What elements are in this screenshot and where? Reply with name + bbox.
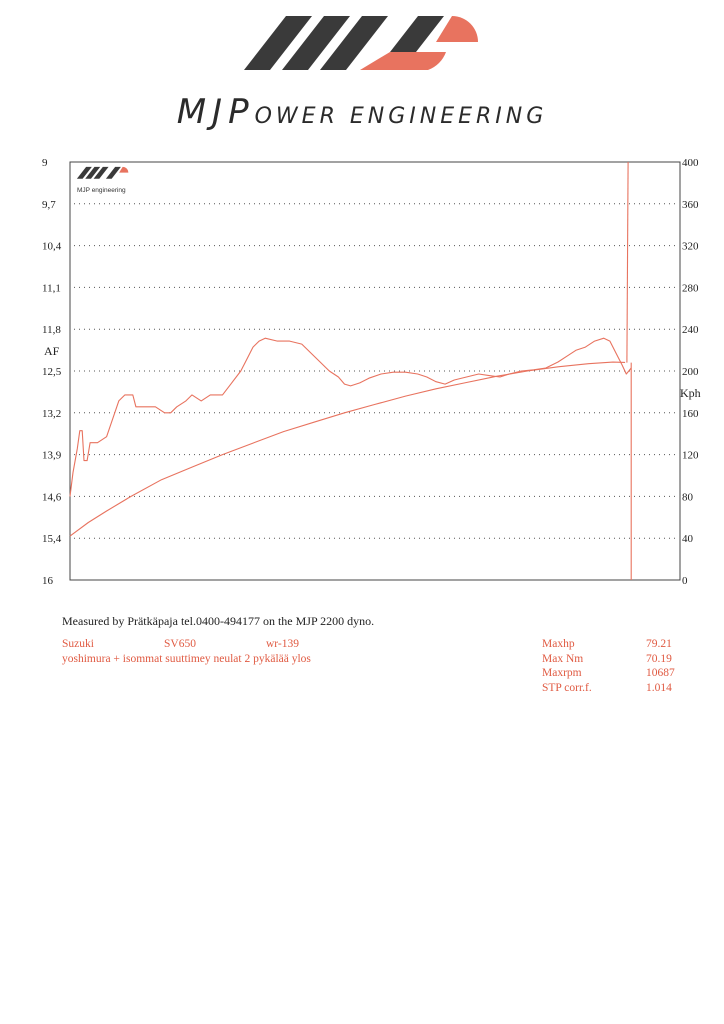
right-tick-label: 280 [682, 282, 699, 294]
right-tick-label: 240 [682, 324, 699, 336]
measured-by-text: Measured by Prätkäpaja tel.0400-494177 o… [62, 614, 375, 628]
series-line-2 [626, 161, 629, 363]
left-tick-label: 13,2 [42, 408, 61, 420]
right-tick-label: 40 [682, 533, 694, 545]
left-tick-label: 10,4 [42, 241, 62, 253]
result-row: Maxrpm 10687 [542, 667, 675, 679]
right-tick-label: 120 [682, 450, 699, 462]
results-table: Maxhp 79.21 Max Nm 70.19 Maxrpm 10687 STP c… [542, 638, 675, 696]
right-tick-label: 0 [682, 575, 688, 587]
result-row: Max Nm 70.19 [542, 652, 672, 665]
left-tick-label: 12,5 [42, 366, 62, 378]
vehicle-code: wr-139 [266, 638, 299, 650]
inset-logo-text: MJP engineering [77, 187, 126, 194]
left-axis-label: AF [44, 344, 60, 358]
vehicle-notes: yoshimura + isommat suuttimey neulat 2 p… [62, 652, 311, 665]
brand-wordmark: MJPOWER ENGINEERING [0, 92, 724, 132]
brand-initials: MJP [176, 92, 255, 132]
brand-rest-word: OWER ENGINEERING [254, 104, 548, 129]
right-tick-label: 200 [682, 366, 699, 378]
right-tick-label: 160 [682, 408, 699, 420]
right-tick-label: 360 [682, 199, 699, 211]
right-tick-label: 400 [682, 157, 699, 169]
right-axis-label: Kph [680, 386, 701, 400]
dyno-chart: 9 9,7 10,4 11,1 11,8 12,5 13,2 13,9 14,6 15,4 16 4… [42, 157, 701, 587]
vehicle-make: Suzuki [62, 638, 94, 650]
left-tick-label: 16 [42, 575, 54, 587]
left-tick-label: 11,1 [42, 282, 61, 294]
result-row: Maxhp 79.21 [542, 638, 672, 650]
right-tick-label: 80 [682, 491, 694, 503]
vehicle-model: SV650 [164, 638, 196, 650]
series-line-1 [69, 361, 626, 537]
left-tick-label: 11,8 [42, 324, 61, 336]
series-layer [69, 161, 632, 580]
left-tick-label: 9 [42, 157, 48, 169]
chart-grid [74, 203, 676, 539]
left-tick-label: 9,7 [42, 199, 56, 211]
inset-logo-icon [76, 166, 129, 179]
inset-logo: MJP engineering [76, 166, 129, 194]
left-tick-label: 15,4 [42, 533, 62, 545]
mjp-stripes-logo-icon [244, 16, 478, 70]
left-tick-label: 14,6 [42, 491, 62, 503]
left-tick-label: 13,9 [42, 450, 62, 462]
right-tick-label: 320 [682, 241, 699, 253]
plot-frame [69, 161, 681, 581]
left-axis-ticks: 9 9,7 10,4 11,1 11,8 12,5 13,2 13,9 14,6 15,4 16 [42, 157, 62, 587]
result-row: STP corr.f. 1.014 [542, 681, 672, 694]
series-line-0 [69, 337, 632, 497]
vehicle-info: Suzuki SV650 wr-139 yoshimura + isommat su… [62, 638, 311, 667]
